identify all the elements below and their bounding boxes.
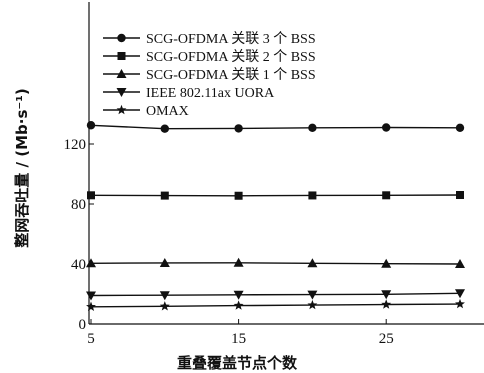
y-tick-label: 120: [64, 137, 87, 153]
legend-marker: [117, 33, 126, 43]
data-point: [307, 299, 318, 310]
series-line: [90, 262, 461, 265]
legend-entry: SCG-OFDMA 关联 2 个 BSS: [103, 49, 316, 65]
data-point: [160, 124, 169, 133]
series-4: [86, 289, 465, 301]
data-point: [382, 123, 391, 132]
series-line: [90, 292, 461, 297]
data-point: [87, 191, 95, 200]
data-point: [86, 301, 96, 311]
legend: SCG-OFDMA 关联 3 个 BSS SCG-OFDMA 关联 2 个 BSS…: [103, 31, 316, 119]
legend-marker: [117, 52, 126, 60]
series-1: [86, 121, 465, 133]
series-lines: [86, 121, 465, 311]
data-point: [455, 259, 465, 268]
data-point: [159, 301, 170, 311]
series-3: [86, 257, 465, 268]
series-line: [90, 194, 461, 197]
data-point: [381, 258, 392, 268]
data-point: [455, 298, 465, 309]
legend-entry: OMAX: [103, 104, 189, 119]
x-tick-label: 5: [87, 331, 95, 347]
legend-label: SCG-OFDMA 关联 2 个 BSS: [146, 49, 316, 65]
data-point: [160, 191, 169, 200]
legend-label: SCG-OFDMA 关联 3 个 BSS: [146, 31, 316, 47]
data-point: [86, 258, 96, 268]
legend-entry: SCG-OFDMA 关联 1 个 BSS: [103, 67, 316, 83]
series-line: [90, 124, 461, 130]
x-tick-label: 15: [231, 331, 246, 347]
data-point: [308, 191, 317, 200]
legend-marker: [116, 69, 127, 78]
data-point: [307, 290, 318, 300]
data-point: [159, 257, 170, 267]
series-5: [86, 298, 465, 311]
data-point: [233, 300, 244, 310]
data-point: [234, 124, 243, 133]
data-point: [86, 291, 96, 301]
x-tick-label: 25: [379, 331, 394, 347]
y-axis-title: 整网吞吐量 / (Mb·s⁻¹): [13, 88, 31, 247]
y-tick-label: 40: [71, 257, 86, 273]
axes: 0 40 80 120 5 15 25: [64, 2, 484, 347]
legend-entry: SCG-OFDMA 关联 3 个 BSS: [103, 31, 316, 47]
legend-marker: [116, 104, 127, 115]
legend-marker: [116, 88, 127, 97]
data-point: [233, 290, 244, 300]
data-point: [307, 258, 318, 268]
data-point: [86, 121, 96, 130]
data-point: [455, 123, 465, 132]
data-point: [456, 191, 464, 199]
y-tick-label: 80: [71, 197, 86, 213]
data-point: [381, 290, 392, 300]
y-tick-label: 0: [79, 317, 87, 333]
data-point: [159, 291, 170, 301]
data-point: [233, 257, 244, 267]
legend-entry: IEEE 802.11ax UORA: [103, 86, 275, 101]
data-point: [234, 191, 243, 200]
data-point: [308, 123, 317, 132]
data-point: [455, 289, 465, 299]
legend-label: OMAX: [146, 104, 189, 119]
data-point: [382, 191, 391, 200]
series-line: [90, 303, 461, 308]
legend-label: IEEE 802.11ax UORA: [146, 86, 275, 101]
x-axis-title: 重叠覆盖节点个数: [177, 354, 298, 372]
legend-label: SCG-OFDMA 关联 1 个 BSS: [146, 67, 316, 83]
series-2: [87, 191, 464, 200]
data-point: [381, 299, 392, 309]
